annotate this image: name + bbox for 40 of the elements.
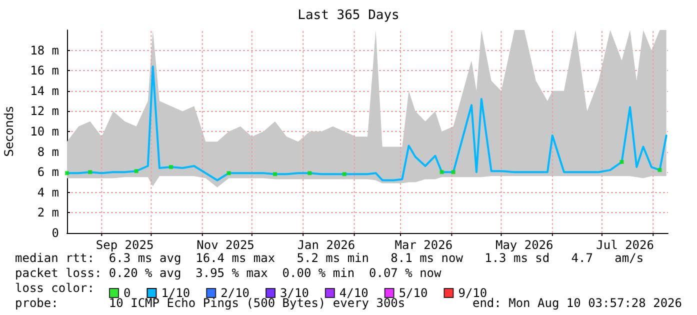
- x-tick-label: Jan 2026: [297, 238, 356, 252]
- y-tick-label: 0: [52, 226, 59, 240]
- point: [440, 170, 444, 174]
- y-axis-title: Seconds: [2, 106, 16, 157]
- y-tick-label: 10 m: [30, 124, 59, 138]
- x-tick-label: Nov 2025: [196, 238, 254, 252]
- legend-label: 1/10: [161, 286, 190, 300]
- point: [134, 169, 138, 174]
- point: [65, 171, 69, 176]
- x-tick-label: Jul 2026: [596, 238, 654, 252]
- x-tick-label: May 2026: [495, 238, 554, 252]
- point: [273, 172, 278, 176]
- y-tick-label: 12 m: [30, 104, 59, 118]
- legend-label: 3/10: [280, 286, 309, 300]
- point: [226, 171, 231, 176]
- legend-label: 2/10: [220, 286, 250, 300]
- y-tick-label: 16 m: [30, 64, 59, 78]
- point: [451, 170, 456, 174]
- point: [342, 172, 346, 176]
- y-tick-label: 4 m: [37, 185, 59, 200]
- point: [88, 170, 92, 174]
- text: packet loss: 0.20 % avg 3.95 % max 0.00 % min 0.07 % now: [15, 266, 442, 280]
- legend-label: 5/10: [398, 286, 428, 300]
- y-tick-label: 2 m: [37, 206, 59, 220]
- y-tick-label: 6 m: [37, 165, 59, 180]
- point: [308, 171, 312, 176]
- point: [169, 165, 174, 170]
- legend-title: loss color:: [15, 281, 94, 295]
- x-tick-label: Mar 2026: [394, 238, 453, 252]
- point: [620, 160, 624, 164]
- point: [658, 168, 662, 172]
- legend-label: 4/10: [339, 286, 368, 300]
- x-tick-label: Sep 2025: [96, 238, 154, 252]
- y-tick-label: 14 m: [30, 84, 59, 98]
- chart-title: Last 365 Days: [298, 8, 400, 23]
- y-tick-label: 18 m: [30, 43, 59, 58]
- line-series: [66, 66, 668, 182]
- y-tick-label: 8 m: [37, 144, 59, 159]
- legend-label: 0: [124, 286, 131, 300]
- text: median rtt: 6.3 ms avg 16.4 ms max 5.2 ms min 8.1 ms now 1.3 ms sd 4.7 am/s: [15, 251, 644, 265]
